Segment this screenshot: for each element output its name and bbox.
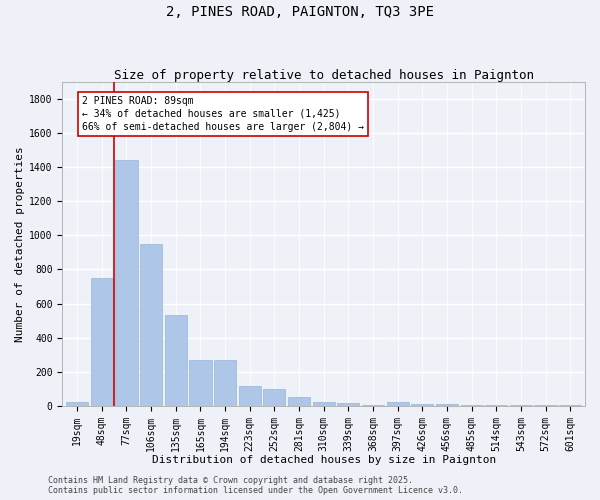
Bar (140, 244, 162, 406)
Bar (436, 404, 458, 406)
Text: 2, PINES ROAD, PAIGNTON, TQ3 3PE: 2, PINES ROAD, PAIGNTON, TQ3 3PE (166, 5, 434, 19)
Title: Size of property relative to detached houses in Paignton: Size of property relative to detached ho… (113, 69, 533, 82)
Bar (263, 389, 286, 406)
Bar (115, 160, 137, 406)
Bar (66, 402, 88, 406)
Bar (559, 405, 581, 406)
Text: Contains HM Land Registry data © Crown copyright and database right 2025.
Contai: Contains HM Land Registry data © Crown c… (48, 476, 463, 495)
Bar (510, 405, 532, 406)
Bar (362, 405, 384, 406)
Bar (535, 405, 557, 406)
Bar (239, 386, 261, 406)
Bar (313, 402, 335, 406)
Bar (91, 278, 113, 406)
Text: 2 PINES ROAD: 89sqm
← 34% of detached houses are smaller (1,425)
66% of semi-det: 2 PINES ROAD: 89sqm ← 34% of detached ho… (82, 96, 364, 132)
Bar (386, 402, 409, 406)
Bar (461, 405, 482, 406)
Bar (164, 314, 187, 406)
Bar (411, 404, 433, 406)
Y-axis label: Number of detached properties: Number of detached properties (15, 146, 25, 342)
X-axis label: Distribution of detached houses by size in Paignton: Distribution of detached houses by size … (152, 455, 496, 465)
Bar (337, 404, 359, 406)
Bar (214, 360, 236, 406)
Bar (190, 360, 212, 406)
Bar (288, 398, 310, 406)
Bar (485, 405, 508, 406)
